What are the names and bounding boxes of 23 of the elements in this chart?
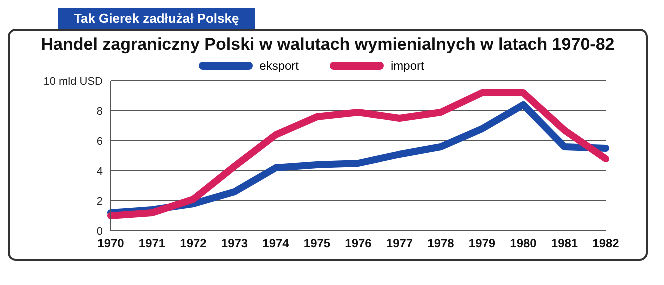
y-tick-label: 8 <box>96 106 103 118</box>
x-tick-label: 1979 <box>468 236 496 251</box>
x-tick-label: 1977 <box>386 236 414 251</box>
y-tick-label: 2 <box>96 196 103 208</box>
x-tick-label: 1975 <box>304 236 331 251</box>
x-tick-label: 1982 <box>592 236 620 251</box>
chart-title: Handel zagraniczny Polski w walutach wymienialnych w latach 1970-82 <box>40 35 616 55</box>
y-tick-label: 6 <box>96 136 103 148</box>
x-tick-label: 1980 <box>510 236 538 251</box>
chart-subtitle: Tak Gierek zadłużał Polskę <box>58 8 256 29</box>
y-tick-label: 4 <box>96 166 103 178</box>
y-tick-label: 0 <box>96 226 103 238</box>
y-tick-label: 10 mld USD <box>44 76 104 88</box>
x-tick-label: 1978 <box>428 236 455 251</box>
x-tick-label: 1970 <box>98 236 125 251</box>
x-tick-label: 1973 <box>221 236 248 251</box>
x-tick-label: 1974 <box>262 236 290 251</box>
x-tick-label: 1976 <box>345 236 372 251</box>
x-tick-label: 1971 <box>138 236 166 251</box>
legend-label: import <box>390 59 424 73</box>
x-tick-label: 1972 <box>180 236 208 251</box>
x-tick-label: 1981 <box>551 236 578 251</box>
legend-label: eksport <box>258 59 299 73</box>
